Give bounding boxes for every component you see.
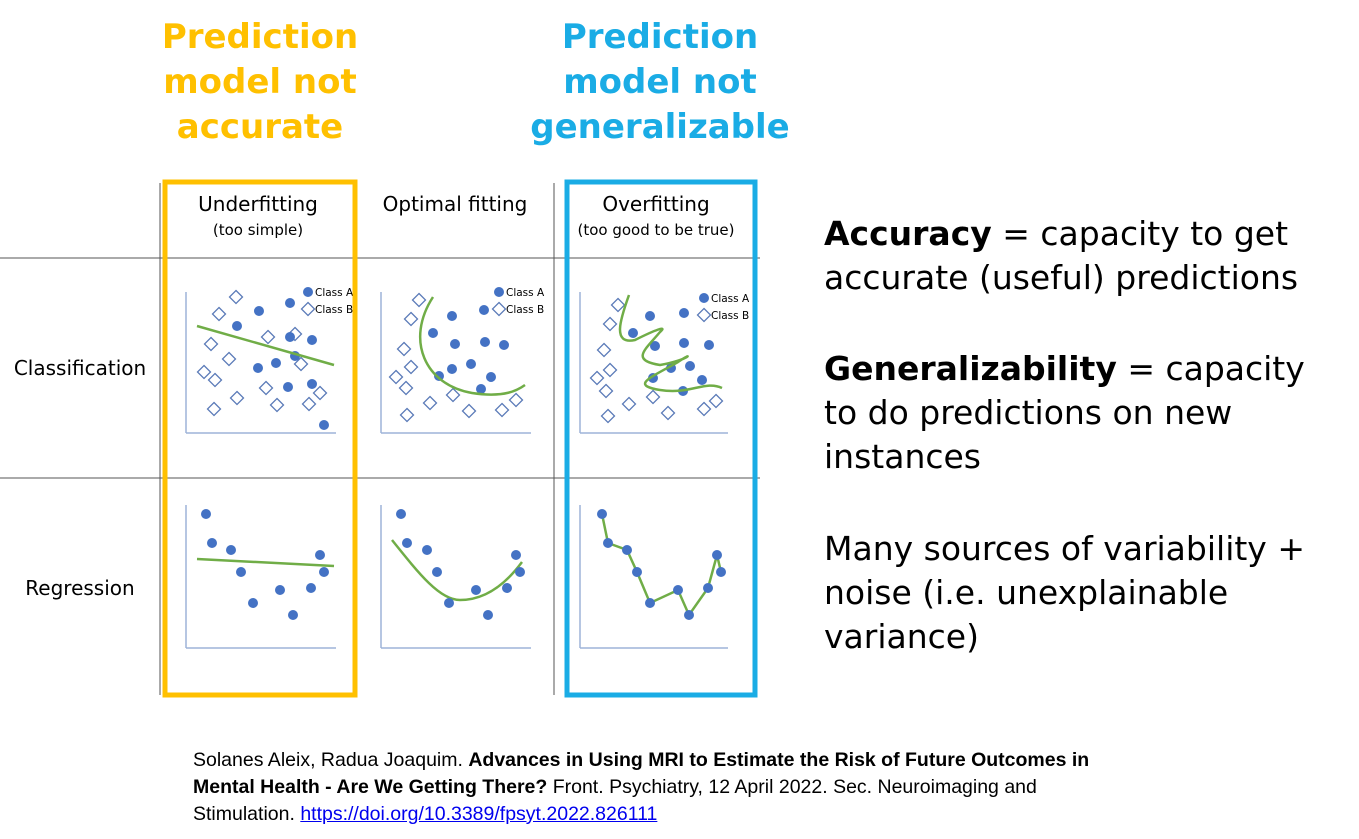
overfitting-classification-panel: Class A Class B xyxy=(579,292,750,434)
citation-authors: Solanes Aleix, Radua Joaquim. xyxy=(193,749,469,771)
class-a-points xyxy=(428,305,509,394)
regression-curve xyxy=(391,539,524,602)
legend-class-b: Class B xyxy=(711,310,749,322)
data-points xyxy=(396,509,525,620)
data-points xyxy=(597,509,726,620)
accuracy-definition: Accuracy = capacity to get accurate (use… xyxy=(824,212,1344,300)
overfitting-regression-panel xyxy=(579,505,728,649)
decision-boundary-curve xyxy=(618,294,723,393)
regression-curve xyxy=(600,513,723,618)
fitting-diagram: Underfitting (too simple) Optimal fittin… xyxy=(0,179,760,698)
variability-text: Many sources of variability + noise (i.e… xyxy=(824,529,1305,656)
overfitting-header: Prediction model not generalizable xyxy=(510,15,810,150)
optimal-classification-panel: Class A Class B xyxy=(380,287,545,434)
citation-doi-link[interactable]: https://doi.org/10.3389/fpsyt.2022.82611… xyxy=(300,803,658,825)
generalizability-definition: Generalizability = capacity to do predic… xyxy=(824,347,1344,479)
decision-boundary-curve xyxy=(418,296,526,396)
variability-note: Many sources of variability + noise (i.e… xyxy=(824,527,1344,659)
row-label-regression: Regression xyxy=(25,576,134,600)
header-line: Prediction xyxy=(161,17,359,57)
underfitting-regression-panel xyxy=(185,505,336,649)
legend-class-b: Class B xyxy=(315,304,353,316)
legend: Class A Class B xyxy=(300,287,354,317)
column-title-overfitting: Overfitting xyxy=(602,192,709,216)
regression-line xyxy=(196,557,335,568)
class-a-points xyxy=(628,308,714,396)
class-a-points xyxy=(232,298,329,430)
decision-boundary-line xyxy=(196,324,335,367)
citation-journal: Front. Psychiatry, 12 April 2022. Sec. N… xyxy=(193,776,1037,825)
underfitting-frame xyxy=(162,179,358,698)
header-line: model not xyxy=(563,62,757,102)
column-title-underfitting: Underfitting xyxy=(198,192,318,216)
data-points xyxy=(201,509,329,620)
citation-title: Advances in Using MRI to Estimate the Ri… xyxy=(193,749,1090,798)
underfitting-header: Prediction model not accurate xyxy=(110,15,410,150)
header-line: Prediction xyxy=(561,17,759,57)
legend-class-b: Class B xyxy=(506,304,544,316)
legend: Class A Class B xyxy=(491,287,545,317)
underfitting-classification-panel: Class A Class B xyxy=(185,287,354,434)
generalizability-term: Generalizability xyxy=(824,349,1117,388)
row-label-classification: Classification xyxy=(14,356,146,380)
column-subtitle-underfitting: (too simple) xyxy=(213,221,303,239)
legend-class-a: Class A xyxy=(315,287,354,299)
accuracy-term: Accuracy xyxy=(824,214,992,253)
column-title-optimal: Optimal fitting xyxy=(383,192,528,216)
column-subtitle-overfitting: (too good to be true) xyxy=(577,221,734,239)
overfitting-frame xyxy=(564,179,758,698)
header-line: generalizable xyxy=(530,107,790,147)
accuracy-text: = capacity to get accurate (useful) pred… xyxy=(824,214,1299,297)
optimal-regression-panel xyxy=(380,505,531,649)
header-line: accurate xyxy=(176,107,344,147)
citation: Solanes Aleix, Radua Joaquim. Advances i… xyxy=(193,747,1093,828)
legend-class-a: Class A xyxy=(506,287,545,299)
header-line: model not xyxy=(163,62,357,102)
legend: Class A Class B xyxy=(696,293,750,323)
legend-class-a: Class A xyxy=(711,293,750,305)
grid-lines xyxy=(0,183,760,695)
generalizability-text: = capacity to do predictions on new inst… xyxy=(824,349,1305,476)
